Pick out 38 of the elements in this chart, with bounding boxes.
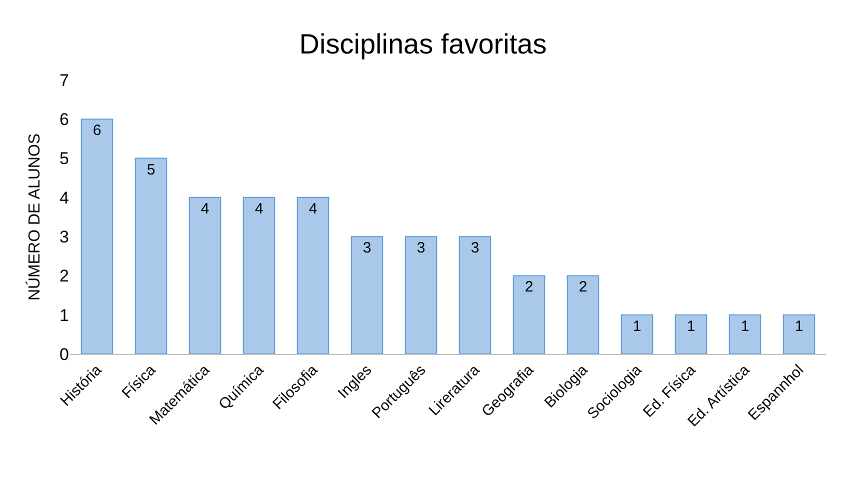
bar (728, 314, 762, 354)
data-label: 5 (146, 161, 156, 178)
data-label: 1 (632, 318, 642, 335)
data-label: 6 (92, 122, 102, 140)
data-label: 4 (254, 200, 264, 218)
data-label: 2 (578, 278, 588, 296)
bar (512, 275, 546, 354)
data-label: 2 (524, 278, 534, 296)
data-label: 3 (362, 240, 372, 257)
y-tick-label: 1 (60, 306, 69, 325)
y-tick-label: 6 (60, 110, 69, 130)
data-label: 1 (794, 318, 804, 335)
bar (188, 196, 222, 354)
bar (458, 236, 492, 354)
chart-title: Disciplinas favoritas (299, 28, 547, 60)
y-axis-title: NÚMERO DE ALUNOS (25, 133, 44, 301)
bar (782, 314, 816, 354)
y-tick-label: 4 (60, 188, 69, 208)
bar (566, 275, 600, 354)
data-label: 3 (470, 240, 480, 257)
bar (80, 118, 114, 354)
bar (404, 236, 438, 354)
bar (674, 314, 708, 354)
bar (242, 196, 276, 354)
y-tick-label: 5 (60, 149, 69, 168)
y-tick-label: 7 (60, 70, 69, 90)
bar (620, 314, 654, 354)
data-label: 4 (200, 200, 210, 218)
y-tick-label: 2 (60, 266, 69, 286)
data-label: 1 (686, 318, 696, 335)
bar (134, 158, 168, 354)
bar (296, 196, 330, 354)
data-label: 3 (416, 240, 426, 257)
data-label: 4 (308, 200, 318, 218)
y-tick-label: 0 (60, 344, 69, 364)
bar (350, 236, 384, 354)
y-tick-label: 3 (60, 228, 69, 247)
data-label: 1 (740, 318, 750, 335)
